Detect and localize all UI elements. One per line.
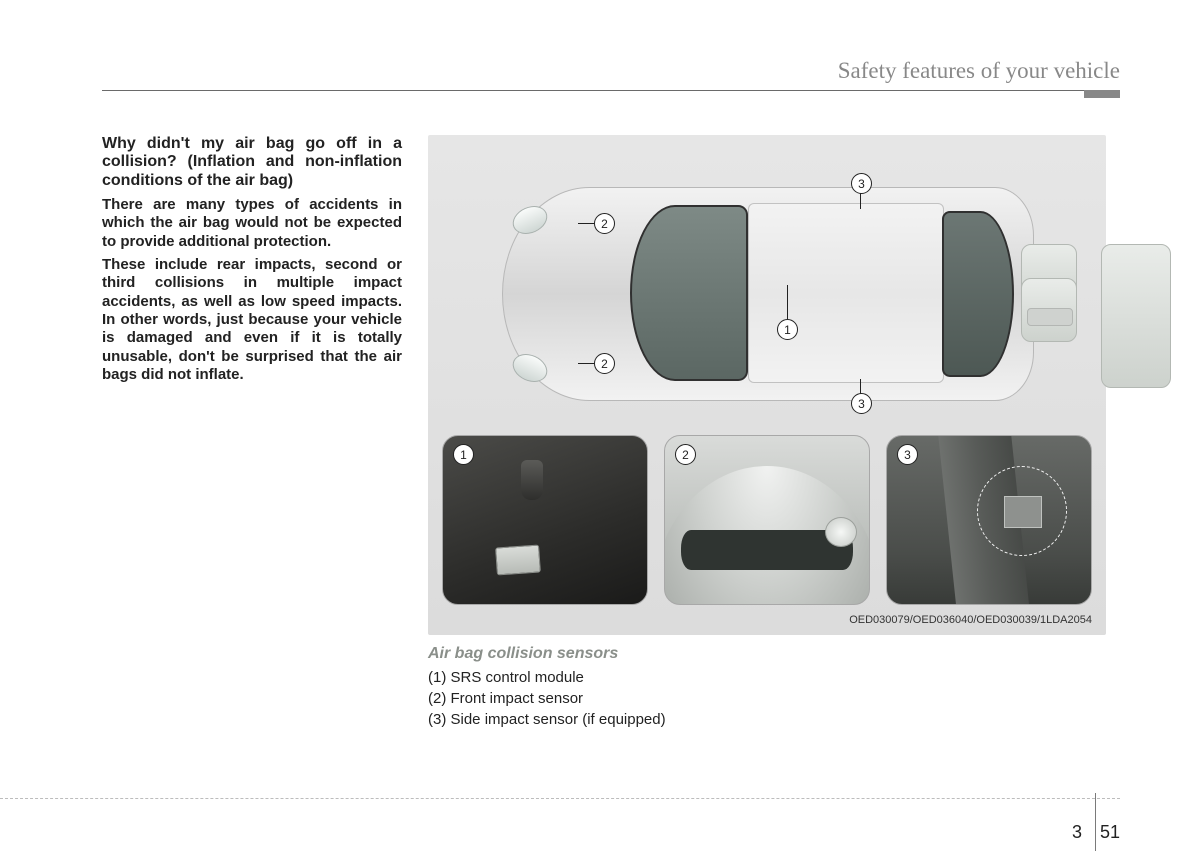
car-body: [502, 181, 1034, 407]
text-column: Why didn't my air bag go off in a collis…: [102, 135, 402, 730]
body-paragraph: There are many types of accidents in whi…: [102, 196, 402, 251]
detail-number: 3: [897, 444, 918, 465]
leader-line: [787, 285, 788, 319]
manual-page: Safety features of your vehicle Why didn…: [0, 0, 1200, 730]
body-paragraph: These include rear impacts, second or th…: [102, 256, 402, 384]
detail-interior: 1: [442, 435, 648, 605]
headlamp-icon: [825, 517, 857, 547]
header-rule: [102, 90, 1120, 91]
callout-3: 3: [851, 173, 872, 194]
car-roof: [748, 203, 944, 383]
center-console: [1027, 308, 1073, 326]
figure-column: 1 2 2 3 3 1: [428, 135, 1122, 730]
section-number: 3: [1072, 822, 1092, 843]
detail-pillar: 3: [886, 435, 1092, 605]
callout-2: 2: [594, 353, 615, 374]
caption-line: (3) Side impact sensor (if equipped): [428, 709, 1122, 730]
footer-rule: [0, 798, 1120, 799]
rear-window: [942, 211, 1014, 377]
detail-front: 2: [664, 435, 870, 605]
content-row: Why didn't my air bag go off in a collis…: [102, 135, 1122, 730]
callout-2: 2: [594, 213, 615, 234]
page-header: Safety features of your vehicle: [102, 58, 1122, 91]
caption-line: (1) SRS control module: [428, 667, 1122, 688]
car-top-view: 1 2 2 3 3: [502, 181, 1034, 407]
detail-number: 2: [675, 444, 696, 465]
question-heading: Why didn't my air bag go off in a collis…: [102, 135, 402, 190]
page-number-value: 51: [1092, 822, 1120, 843]
caption-line: (2) Front impact sensor: [428, 688, 1122, 709]
detail-row: 1 2 3: [442, 435, 1092, 605]
caption-title: Air bag collision sensors: [428, 645, 1122, 663]
caption-block: Air bag collision sensors (1) SRS contro…: [428, 645, 1122, 730]
windshield: [630, 205, 748, 381]
gear-shifter-icon: [521, 460, 543, 500]
seat-icon: [1101, 244, 1171, 388]
page-number: 3 51: [1072, 822, 1120, 843]
section-title: Safety features of your vehicle: [102, 58, 1120, 84]
srs-module-icon: [495, 544, 541, 575]
figure-panel: 1 2 2 3 3 1: [428, 135, 1106, 635]
callout-1: 1: [777, 319, 798, 340]
highlight-circle-icon: [977, 466, 1067, 556]
detail-number: 1: [453, 444, 474, 465]
callout-3: 3: [851, 393, 872, 414]
figure-reference-code: OED030079/OED036040/OED030039/1LDA2054: [849, 614, 1092, 626]
